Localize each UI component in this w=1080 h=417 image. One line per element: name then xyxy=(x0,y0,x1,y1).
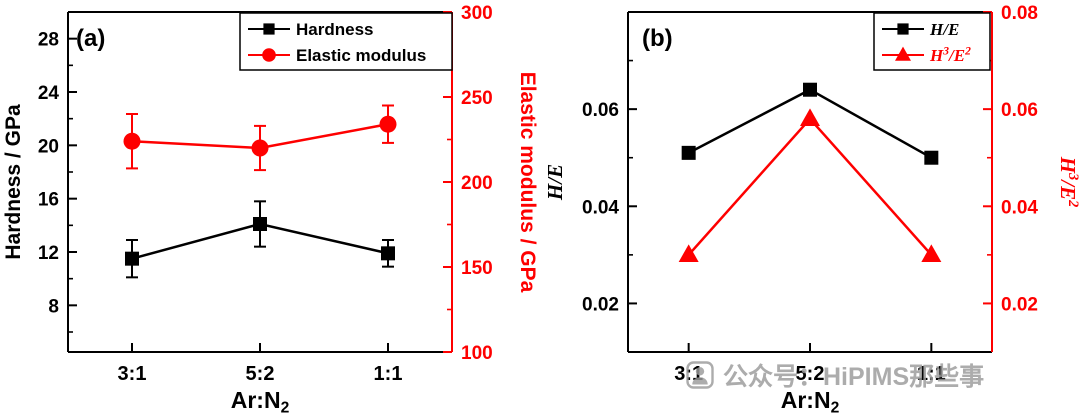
svg-text:100: 100 xyxy=(461,343,493,364)
svg-text:5:2: 5:2 xyxy=(796,363,825,385)
svg-text:H3/E2: H3/E2 xyxy=(1056,156,1080,207)
svg-text:H3/E2: H3/E2 xyxy=(929,45,971,65)
svg-text:300: 300 xyxy=(461,3,493,24)
svg-text:Ar:N2: Ar:N2 xyxy=(231,387,290,417)
svg-text:20: 20 xyxy=(38,136,59,157)
svg-text:16: 16 xyxy=(38,190,59,211)
panel-b-he-ratio-chart: 0.02 0.04 0.06 0.02 0.04 0.06 0.08 3:1 5:2 1:1 Ar:… xyxy=(543,3,1080,417)
svg-text:0.02: 0.02 xyxy=(1001,294,1038,315)
svg-text:(b): (b) xyxy=(642,25,673,52)
svg-text:0.04: 0.04 xyxy=(1001,197,1038,218)
svg-text:Ar:N2: Ar:N2 xyxy=(781,387,840,417)
svg-text:1:1: 1:1 xyxy=(374,363,403,385)
svg-text:24: 24 xyxy=(38,83,60,104)
svg-text:3:1: 3:1 xyxy=(674,363,703,385)
svg-text:250: 250 xyxy=(461,88,493,109)
svg-text:H/E: H/E xyxy=(929,20,959,39)
svg-text:0.06: 0.06 xyxy=(1001,100,1038,121)
svg-text:Elastic modulus: Elastic modulus xyxy=(296,46,426,65)
svg-text:0.02: 0.02 xyxy=(582,294,619,315)
svg-text:3:1: 3:1 xyxy=(118,363,147,385)
svg-text:Elastic modulus / GPa: Elastic modulus / GPa xyxy=(516,72,539,293)
svg-text:Hardness: Hardness xyxy=(296,20,373,39)
svg-text:(a): (a) xyxy=(76,25,105,52)
panel-a-hardness-modulus-chart: 8 12 16 20 24 28 100 150 200 250 300 3:1 5:2 1:1 Ar:N2… xyxy=(2,3,539,417)
svg-text:0.06: 0.06 xyxy=(582,100,619,121)
svg-text:150: 150 xyxy=(461,258,493,279)
svg-text:0.04: 0.04 xyxy=(582,197,619,218)
svg-text:8: 8 xyxy=(48,296,59,317)
svg-text:1:1: 1:1 xyxy=(917,363,946,385)
svg-text:5:2: 5:2 xyxy=(246,363,275,385)
svg-text:0.08: 0.08 xyxy=(1001,3,1038,24)
svg-text:H/E: H/E xyxy=(543,164,567,201)
svg-text:28: 28 xyxy=(38,30,59,51)
svg-text:200: 200 xyxy=(461,173,493,194)
svg-text:12: 12 xyxy=(38,243,59,264)
svg-text:Hardness / GPa: Hardness / GPa xyxy=(2,104,25,260)
